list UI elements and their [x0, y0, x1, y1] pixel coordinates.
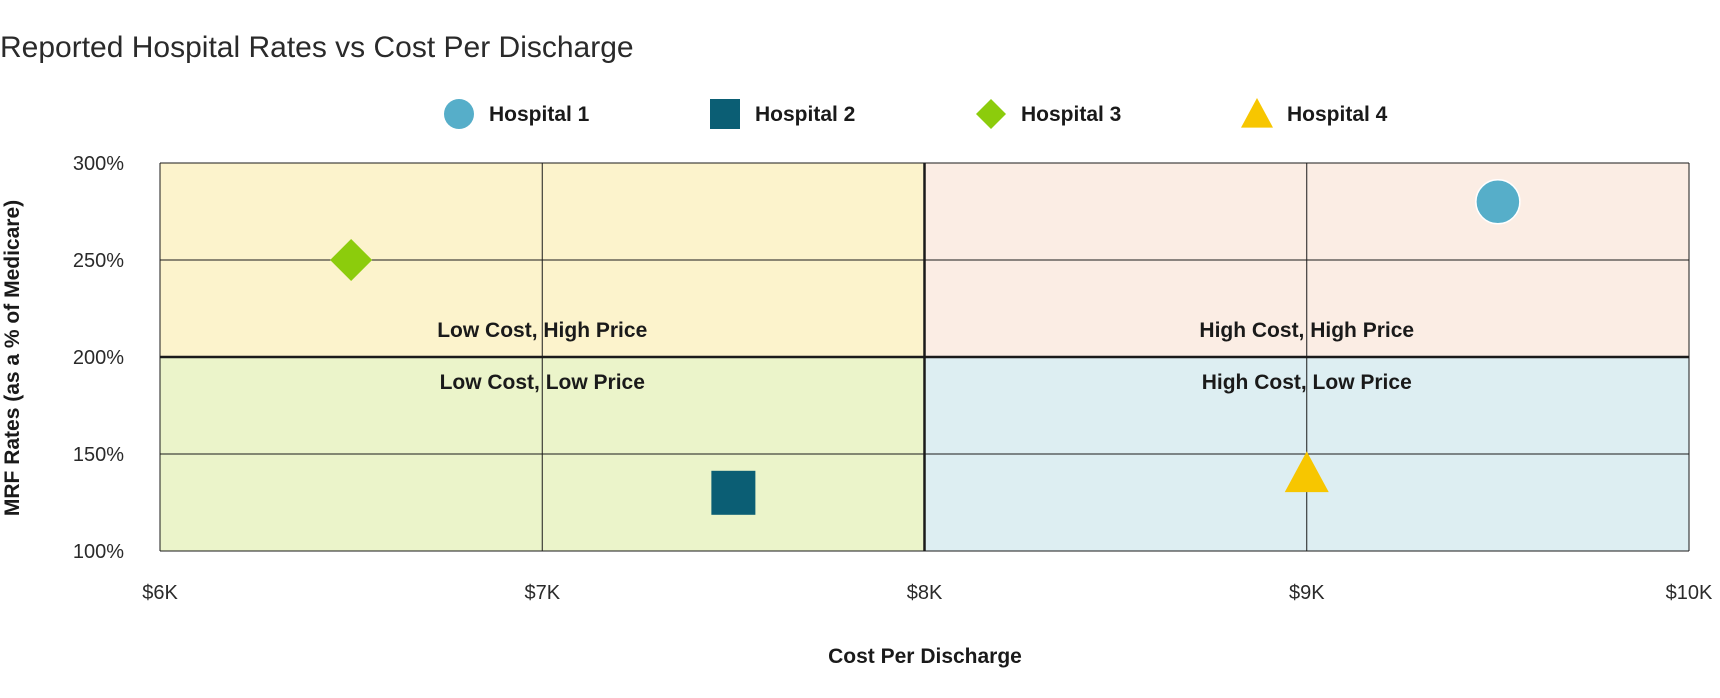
x-tick-label: $9K	[1289, 582, 1325, 604]
y-tick-label: 150%	[73, 444, 124, 466]
x-axis-ticks: $6K $7K $8K $9K $10K	[142, 582, 1713, 604]
y-tick-label: 300%	[73, 153, 124, 175]
quadrant-label-top-left: Low Cost, High Price	[437, 319, 647, 342]
x-axis-title: Cost Per Discharge	[828, 645, 1022, 668]
data-point-series-2	[711, 470, 756, 515]
x-tick-label: $10K	[1666, 582, 1713, 604]
legend-label-1: Hospital 1	[489, 103, 590, 126]
legend-marker-2	[710, 99, 740, 129]
x-tick-label: $7K	[524, 582, 560, 604]
quadrant-label-bottom-left: Low Cost, Low Price	[440, 371, 645, 394]
quadrant-label-top-right: High Cost, High Price	[1199, 319, 1414, 342]
x-tick-label: $8K	[907, 582, 943, 604]
legend-label-4: Hospital 4	[1287, 103, 1388, 126]
legend-label-2: Hospital 2	[755, 103, 855, 126]
x-tick-label: $6K	[142, 582, 178, 604]
data-point-series-3	[330, 239, 373, 281]
y-axis-title: MRF Rates (as a % of Medicare)	[1, 200, 24, 516]
data-points	[330, 179, 1521, 515]
chart-title: Reported Hospital Rates vs Cost Per Disc…	[0, 31, 634, 64]
data-point-series-1	[1475, 179, 1521, 225]
y-tick-label: 100%	[73, 541, 124, 563]
y-axis-ticks: 100% 150% 200% 250% 300%	[73, 153, 124, 563]
legend-marker-4	[1241, 98, 1273, 128]
y-tick-label: 250%	[73, 250, 124, 272]
y-tick-label: 200%	[73, 347, 124, 369]
quadrant-labels: Low Cost, High Price High Cost, High Pric…	[437, 319, 1414, 394]
gridlines	[159, 162, 1690, 552]
legend-marker-3	[976, 99, 1006, 129]
legend-label-3: Hospital 3	[1021, 103, 1121, 126]
quadrant-label-bottom-right: High Cost, Low Price	[1202, 371, 1412, 394]
legend-marker-1	[444, 99, 474, 129]
legend: Hospital 1 Hospital 2 Hospital 3 Hospital 4	[444, 98, 1388, 129]
data-point-series-4	[1284, 451, 1329, 493]
